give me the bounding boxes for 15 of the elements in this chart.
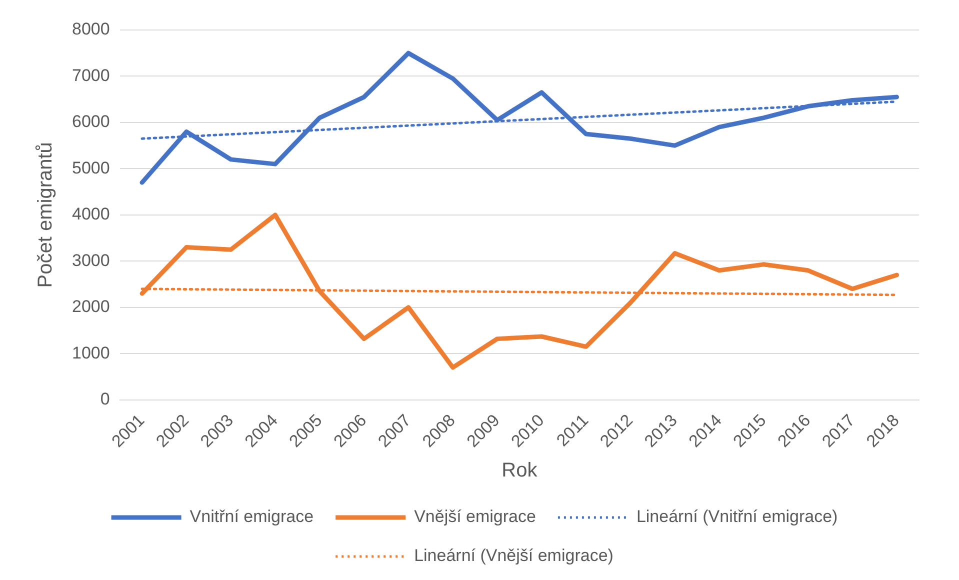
y-tick-label: 7000	[72, 66, 110, 85]
legend-label: Lineární (Vnitřní emigrace)	[636, 507, 838, 526]
y-axis-title: Počet emigrantů	[34, 142, 57, 288]
legend-label: Vnější emigrace	[414, 507, 536, 526]
x-axis-title: Rok	[502, 460, 538, 482]
y-tick-label: 4000	[72, 204, 110, 224]
legend-label: Vnitřní emigrace	[190, 507, 314, 526]
legend-label: Lineární (Vnější emigrace)	[414, 546, 614, 566]
y-tick-label: 8000	[72, 20, 110, 39]
y-tick-label: 2000	[72, 297, 110, 316]
y-tick-label: 1000	[72, 343, 110, 362]
y-tick-label: 3000	[72, 250, 110, 270]
y-tick-label: 0	[100, 390, 110, 409]
y-tick-label: 5000	[72, 158, 110, 178]
y-tick-label: 6000	[72, 112, 110, 132]
